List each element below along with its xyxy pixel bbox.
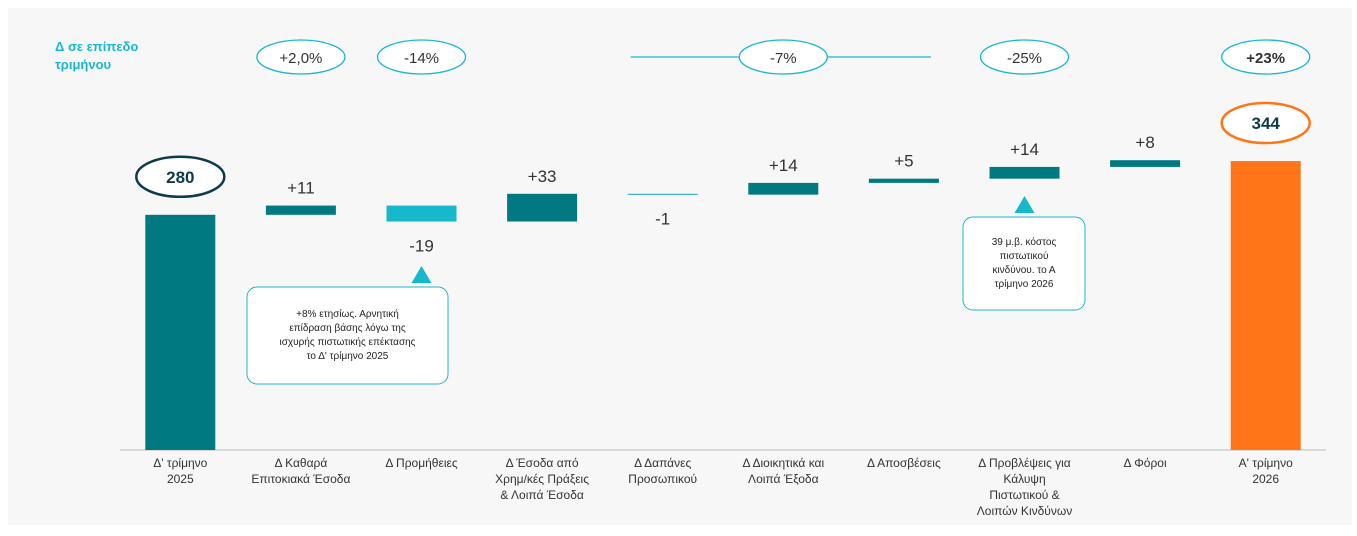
bar: [1110, 160, 1181, 167]
delta-label: -14%: [404, 50, 439, 67]
x-tick-label: Δ Προβλέψεις για Κάλυψη Πιστωτικού & Λοι…: [976, 456, 1073, 518]
bar: [627, 193, 698, 195]
x-tick-label: Δ Καθαρά Επιτοκιακά Έσοδα: [251, 456, 351, 486]
x-tick-label: Δ Έσοδα από Χρημ/κές Πράξεις & Λοιπά Έσο…: [495, 456, 589, 502]
value-label: -19: [409, 237, 434, 256]
delta-label: +23%: [1246, 50, 1285, 67]
total-ellipse: [135, 155, 226, 199]
x-tick-label: Δ Αποσβέσεις: [867, 456, 941, 470]
x-tick-label: Δ Προμήθειες: [385, 456, 458, 470]
heading: Δ σε επίπεδο τριμήνου: [55, 39, 139, 72]
delta-ellipse: [1221, 39, 1311, 75]
value-label: +14: [1010, 140, 1039, 159]
bar: [507, 193, 578, 222]
delta-ellipse: [376, 39, 467, 75]
value-label: 344: [1252, 114, 1281, 133]
value-label: +33: [528, 167, 557, 186]
bar: [868, 178, 939, 183]
x-tick-label: Δ' τρίμηνο 2025: [153, 456, 208, 486]
callout-text: 39 μ.β. κόστος πιστωτικού κινδύνου. το Α…: [991, 236, 1057, 290]
bar: [265, 205, 336, 215]
value-label: +5: [894, 152, 913, 171]
callout-box: [962, 216, 1086, 311]
bar: [989, 166, 1060, 179]
callout-arrow: [1014, 196, 1035, 213]
delta-ellipse: [979, 39, 1070, 75]
bar: [1230, 161, 1301, 451]
callout-box: [246, 286, 449, 385]
value-label: +8: [1135, 133, 1154, 152]
bar: [145, 214, 216, 450]
x-tick-label: Δ Δαπάνες Προσωπικού: [628, 456, 698, 486]
delta-ellipse: [738, 39, 828, 75]
x-tick-label: Α' τρίμηνο 2026: [1238, 456, 1293, 486]
value-label: +11: [287, 179, 315, 198]
value-label: +14: [769, 156, 798, 175]
callout-text: +8% ετησίως. Αρνητική επίδραση βάσης λόγ…: [279, 308, 416, 362]
delta-label: -7%: [770, 50, 797, 67]
value-label: 280: [166, 168, 194, 187]
delta-label: -25%: [1007, 50, 1042, 67]
delta-ellipse: [256, 39, 346, 75]
bar: [386, 205, 457, 222]
x-tick-label: Δ Διοικητικά και Λοιπά Έξοδα: [742, 456, 825, 486]
callout-arrow: [411, 266, 432, 283]
bar: [748, 182, 819, 195]
delta-label: +2,0%: [279, 50, 322, 67]
total-ellipse: [1220, 101, 1311, 145]
value-label: -1: [655, 210, 670, 229]
panel: [8, 8, 1352, 525]
x-tick-label: Δ Φόροι: [1123, 456, 1167, 470]
